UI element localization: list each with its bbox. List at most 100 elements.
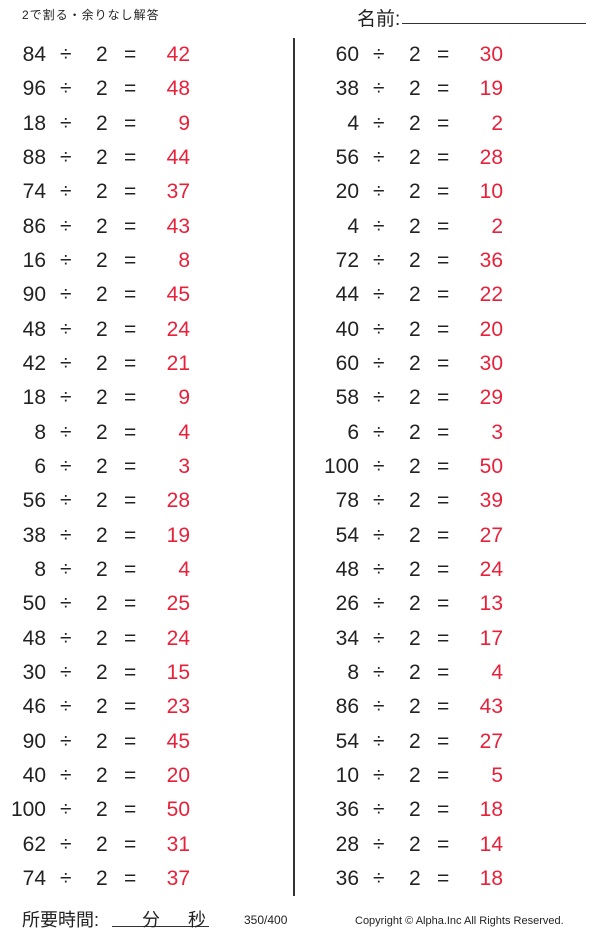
divisor: 2 xyxy=(409,77,421,101)
time-field[interactable] xyxy=(112,926,209,927)
dividend: 58 xyxy=(335,386,359,410)
equals-sign: = xyxy=(437,386,450,410)
divisor: 2 xyxy=(409,317,421,341)
operator-divide: ÷ xyxy=(60,43,72,66)
operator-divide: ÷ xyxy=(373,592,385,616)
equals-sign: = xyxy=(124,729,137,753)
equals-sign: = xyxy=(124,798,137,822)
dividend: 42 xyxy=(22,351,46,375)
equals-sign: = xyxy=(437,729,450,753)
divisor: 2 xyxy=(409,557,421,581)
equals-sign: = xyxy=(124,145,137,169)
operator-divide: ÷ xyxy=(60,180,72,204)
divisor: 2 xyxy=(409,283,421,307)
dividend: 62 xyxy=(22,832,46,856)
dividend: 8 xyxy=(34,420,46,444)
operator-divide: ÷ xyxy=(60,832,72,856)
operator-divide: ÷ xyxy=(60,660,72,684)
answer: 20 xyxy=(479,317,503,341)
divisor: 2 xyxy=(96,420,108,444)
dividend: 10 xyxy=(335,763,359,787)
dividend: 100 xyxy=(10,798,46,822)
equals-sign: = xyxy=(124,111,137,135)
dividend: 8 xyxy=(34,557,46,581)
dividend: 60 xyxy=(335,351,359,375)
operator-divide: ÷ xyxy=(373,729,385,753)
dividend: 6 xyxy=(347,420,359,444)
dividend: 36 xyxy=(335,866,359,890)
divisor: 2 xyxy=(409,626,421,650)
answer: 30 xyxy=(479,43,503,66)
dividend: 74 xyxy=(22,866,46,890)
answer: 50 xyxy=(479,454,503,478)
divisor: 2 xyxy=(409,111,421,135)
equals-sign: = xyxy=(124,386,137,410)
equals-sign: = xyxy=(437,180,450,204)
dividend: 50 xyxy=(22,592,46,616)
divisor: 2 xyxy=(409,386,421,410)
dividend: 56 xyxy=(22,489,46,513)
equals-sign: = xyxy=(437,660,450,684)
equals-sign: = xyxy=(124,592,137,616)
dividend: 16 xyxy=(22,248,46,272)
dividend: 48 xyxy=(22,317,46,341)
operator-divide: ÷ xyxy=(373,798,385,822)
answer: 50 xyxy=(166,798,190,822)
dividend: 96 xyxy=(22,77,46,101)
divisor: 2 xyxy=(409,351,421,375)
operator-divide: ÷ xyxy=(373,214,385,238)
operator-divide: ÷ xyxy=(373,660,385,684)
dividend: 4 xyxy=(347,111,359,135)
divisor: 2 xyxy=(96,248,108,272)
dividend: 40 xyxy=(335,317,359,341)
dividend: 48 xyxy=(335,557,359,581)
operator-divide: ÷ xyxy=(373,43,385,66)
dividend: 48 xyxy=(22,626,46,650)
dividend: 40 xyxy=(22,763,46,787)
answer: 4 xyxy=(491,660,503,684)
answer: 9 xyxy=(178,386,190,410)
answer: 21 xyxy=(166,351,190,375)
dividend: 18 xyxy=(22,111,46,135)
operator-divide: ÷ xyxy=(373,763,385,787)
dividend: 90 xyxy=(22,729,46,753)
time-label: 所要時間: xyxy=(22,910,100,930)
answer: 43 xyxy=(479,695,503,719)
answer: 2 xyxy=(491,214,503,238)
column-divider xyxy=(293,38,295,896)
answer: 22 xyxy=(479,283,503,307)
minutes-label: 分 xyxy=(142,910,160,930)
dividend: 36 xyxy=(335,798,359,822)
operator-divide: ÷ xyxy=(60,866,72,890)
answer: 31 xyxy=(166,832,190,856)
answer: 3 xyxy=(178,454,190,478)
divisor: 2 xyxy=(96,866,108,890)
answer: 8 xyxy=(178,248,190,272)
divisor: 2 xyxy=(409,763,421,787)
equals-sign: = xyxy=(124,180,137,204)
dividend: 90 xyxy=(22,283,46,307)
dividend: 74 xyxy=(22,180,46,204)
dividend: 26 xyxy=(335,592,359,616)
answer: 28 xyxy=(166,489,190,513)
answer: 39 xyxy=(479,489,503,513)
equals-sign: = xyxy=(437,695,450,719)
divisor: 2 xyxy=(96,695,108,719)
name-field[interactable] xyxy=(402,23,586,24)
answer: 24 xyxy=(479,557,503,581)
operator-divide: ÷ xyxy=(373,695,385,719)
dividend: 28 xyxy=(335,832,359,856)
dividend: 46 xyxy=(22,695,46,719)
answer: 28 xyxy=(479,145,503,169)
divisor: 2 xyxy=(409,660,421,684)
dividend: 100 xyxy=(323,454,359,478)
divisor: 2 xyxy=(96,660,108,684)
operator-divide: ÷ xyxy=(60,283,72,307)
equals-sign: = xyxy=(437,283,450,307)
divisor: 2 xyxy=(409,729,421,753)
answer: 29 xyxy=(479,386,503,410)
divisor: 2 xyxy=(96,592,108,616)
divisor: 2 xyxy=(409,866,421,890)
dividend: 86 xyxy=(335,695,359,719)
equals-sign: = xyxy=(437,489,450,513)
